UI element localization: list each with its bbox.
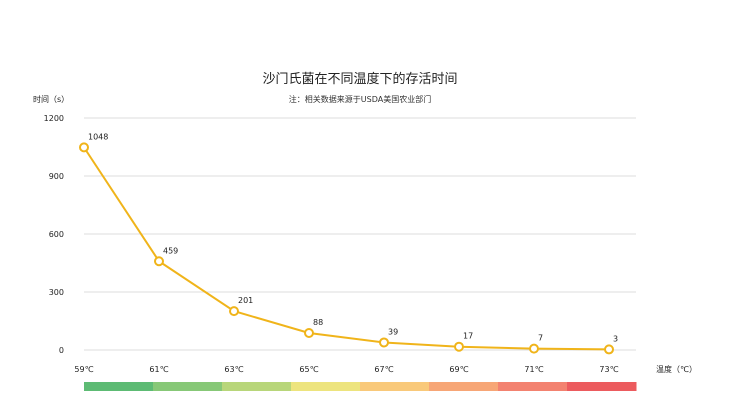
y-tick-label: 300 (49, 288, 64, 297)
y-axis-label: 时间（s） (33, 94, 69, 104)
data-point (154, 256, 164, 267)
temperature-gradient-segment (498, 382, 568, 391)
temperature-gradient-segment (429, 382, 499, 391)
data-point (604, 344, 614, 355)
data-label: 3 (613, 334, 618, 343)
y-tick-label: 900 (49, 172, 64, 181)
x-tick-label: 73℃ (599, 365, 618, 374)
data-label: 201 (238, 296, 253, 305)
data-point (454, 341, 464, 352)
x-tick-label: 71℃ (524, 365, 543, 374)
data-label: 88 (313, 318, 323, 327)
data-point (304, 327, 314, 338)
temperature-gradient-segment (567, 382, 637, 391)
data-label: 459 (163, 246, 178, 255)
data-point (229, 306, 239, 317)
x-tick-label: 67℃ (374, 365, 393, 374)
temperature-gradient-segment (153, 382, 223, 391)
x-tick-label: 65℃ (299, 365, 318, 374)
data-label: 39 (388, 327, 398, 336)
series-line (83, 146, 610, 351)
data-point (79, 142, 89, 153)
temperature-gradient-segment (360, 382, 430, 391)
y-tick-label: 1200 (44, 114, 64, 123)
temperature-gradient-segment (291, 382, 361, 391)
chart-subtitle: 注：相关数据来源于USDA美国农业部门 (289, 94, 431, 104)
temperature-gradient-segment (222, 382, 292, 391)
data-point (529, 343, 539, 354)
x-axis-label: 温度（℃） (656, 364, 697, 374)
data-point (379, 337, 389, 348)
temperature-gradient-segment (84, 382, 154, 391)
y-tick-label: 0 (59, 346, 64, 355)
x-tick-label: 63℃ (224, 365, 243, 374)
data-label: 7 (538, 334, 543, 343)
x-tick-label: 59℃ (74, 365, 93, 374)
x-tick-label: 61℃ (149, 365, 168, 374)
y-tick-label: 600 (49, 230, 64, 239)
data-label: 17 (463, 332, 473, 341)
chart-title: 沙门氏菌在不同温度下的存活时间 (262, 71, 457, 87)
x-tick-label: 69℃ (449, 365, 468, 374)
data-label: 1048 (88, 132, 108, 141)
